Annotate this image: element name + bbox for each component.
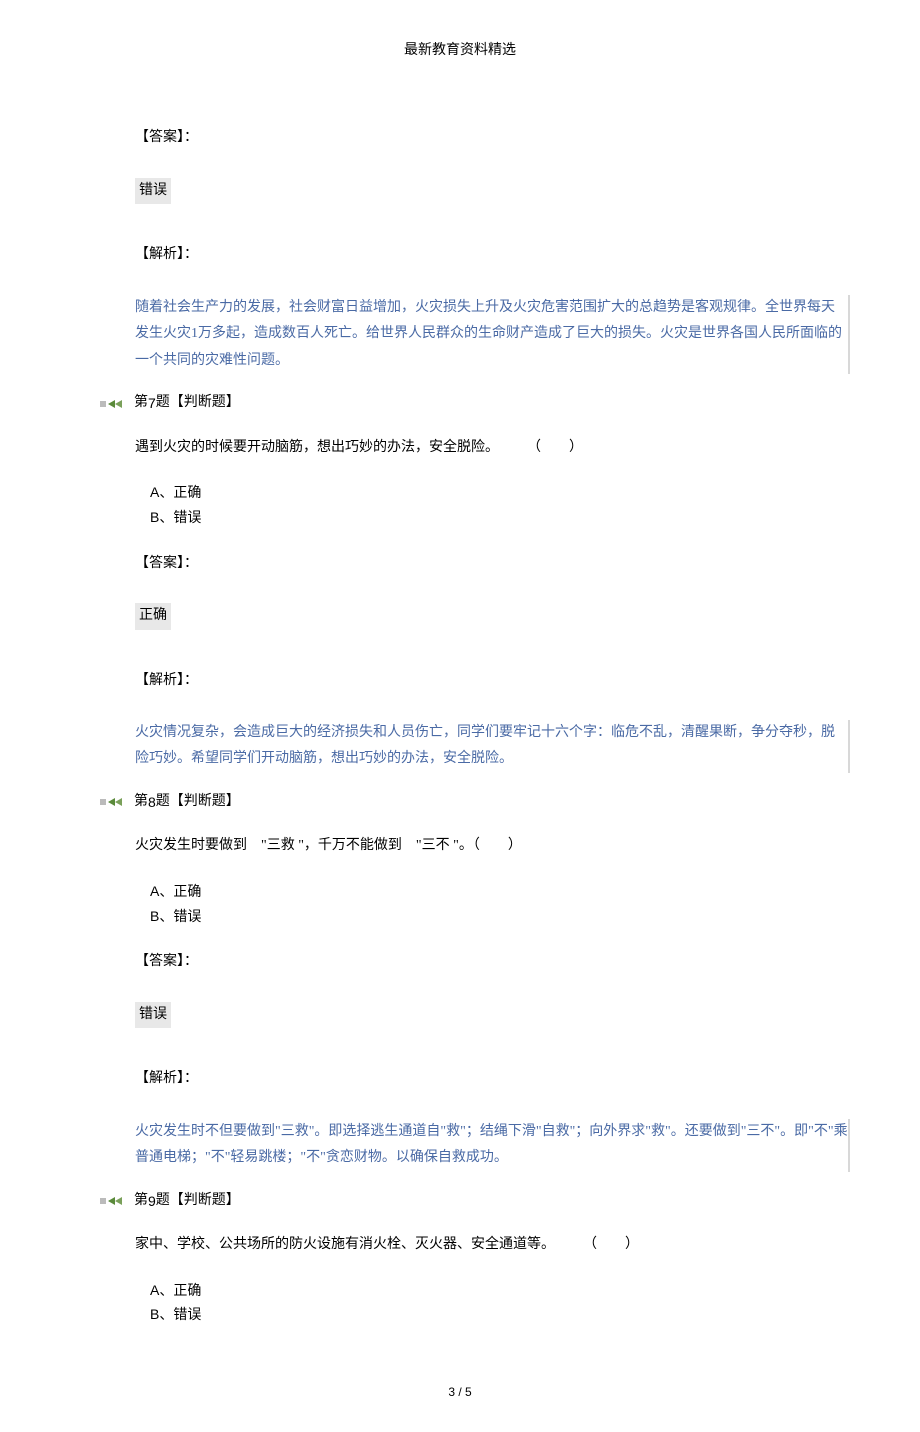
- option-b-text: 、错误: [159, 910, 201, 925]
- option-a: A、正确: [150, 880, 870, 905]
- option-b-text: 、错误: [159, 511, 201, 526]
- option-b-letter: B: [150, 509, 159, 525]
- question-8-options: A、正确 B、错误: [150, 880, 870, 930]
- question-8-text: 火灾发生时要做到 "三救 "，千万不能做到 "三不 "。（ ）: [135, 835, 870, 857]
- analysis-text: 火灾发生时不但要做到"三救"。即选择逃生通道自"救"；结绳下滑"自救"；向外界求…: [135, 1119, 848, 1172]
- option-b: B、错误: [150, 1303, 870, 1328]
- question-7-header: 第 7 题【判断题】: [100, 392, 870, 414]
- question-8-header: 第 8 题【判断题】: [100, 791, 870, 813]
- analysis-box: 随着社会生产力的发展，社会财富日益增加，火灾损失上升及火灾危害范围扩大的总趋势是…: [135, 295, 850, 375]
- analysis-label: 【解析】：: [135, 670, 870, 692]
- question-9-options: A、正确 B、错误: [150, 1279, 870, 1329]
- answer-label: 【答案】：: [135, 553, 870, 575]
- question-marker-icon: [100, 397, 126, 411]
- answer-label: 【答案】：: [135, 127, 870, 149]
- option-b: B、错误: [150, 905, 870, 930]
- option-a-text: 、正确: [159, 1284, 201, 1299]
- question-9-num-prefix: 第: [134, 1190, 148, 1212]
- answer-value: 错误: [135, 178, 870, 224]
- analysis-box: 火灾发生时不但要做到"三救"。即选择逃生通道自"救"；结绳下滑"自救"；向外界求…: [135, 1119, 850, 1172]
- question-8-type: 题【判断题】: [156, 791, 240, 813]
- option-a-letter: A: [150, 1282, 159, 1298]
- answer-value-text: 错误: [135, 1002, 171, 1028]
- question-7-text: 遇到火灾的时候要开动脑筋，想出巧妙的办法，安全脱险。 （ ）: [135, 437, 870, 459]
- page-number: 3 / 5: [50, 1383, 870, 1402]
- analysis-text: 火灾情况复杂，会造成巨大的经济损失和人员伤亡，同学们要牢记十六个字：临危不乱，清…: [135, 720, 848, 773]
- question-9-text: 家中、学校、公共场所的防火设施有消火栓、灭火器、安全通道等。 （ ）: [135, 1234, 870, 1256]
- option-a-letter: A: [150, 883, 159, 899]
- question-marker-icon: [100, 1194, 126, 1208]
- answer-value: 错误: [135, 1002, 870, 1048]
- answer-value-text: 正确: [135, 603, 171, 629]
- analysis-label: 【解析】：: [135, 244, 870, 266]
- option-b-letter: B: [150, 1306, 159, 1322]
- question-9-num: 9: [148, 1190, 156, 1212]
- page-container: 最新教育资料精选 【答案】： 错误 【解析】： 随着社会生产力的发展，社会财富日…: [0, 0, 920, 1432]
- question-8-num-prefix: 第: [134, 791, 148, 813]
- question-9-type: 题【判断题】: [156, 1190, 240, 1212]
- option-a-text: 、正确: [159, 885, 201, 900]
- analysis-box: 火灾情况复杂，会造成巨大的经济损失和人员伤亡，同学们要牢记十六个字：临危不乱，清…: [135, 720, 850, 773]
- option-b-text: 、错误: [159, 1308, 201, 1323]
- analysis-text: 随着社会生产力的发展，社会财富日益增加，火灾损失上升及火灾危害范围扩大的总趋势是…: [135, 295, 848, 375]
- question-9-header: 第 9 题【判断题】: [100, 1190, 870, 1212]
- option-a: A、正确: [150, 481, 870, 506]
- option-a-text: 、正确: [159, 486, 201, 501]
- question-8-num: 8: [148, 791, 156, 813]
- option-b: B、错误: [150, 506, 870, 531]
- page-title: 最新教育资料精选: [50, 40, 870, 62]
- question-7-type: 题【判断题】: [156, 392, 240, 414]
- option-a-letter: A: [150, 484, 159, 500]
- question-7-options: A、正确 B、错误: [150, 481, 870, 531]
- question-marker-icon: [100, 795, 126, 809]
- answer-value-text: 错误: [135, 178, 171, 204]
- question-7-num-prefix: 第: [134, 392, 148, 414]
- option-b-letter: B: [150, 908, 159, 924]
- option-a: A、正确: [150, 1279, 870, 1304]
- question-7-num: 7: [148, 392, 156, 414]
- answer-value: 正确: [135, 603, 870, 649]
- analysis-label: 【解析】：: [135, 1068, 870, 1090]
- answer-label: 【答案】：: [135, 951, 870, 973]
